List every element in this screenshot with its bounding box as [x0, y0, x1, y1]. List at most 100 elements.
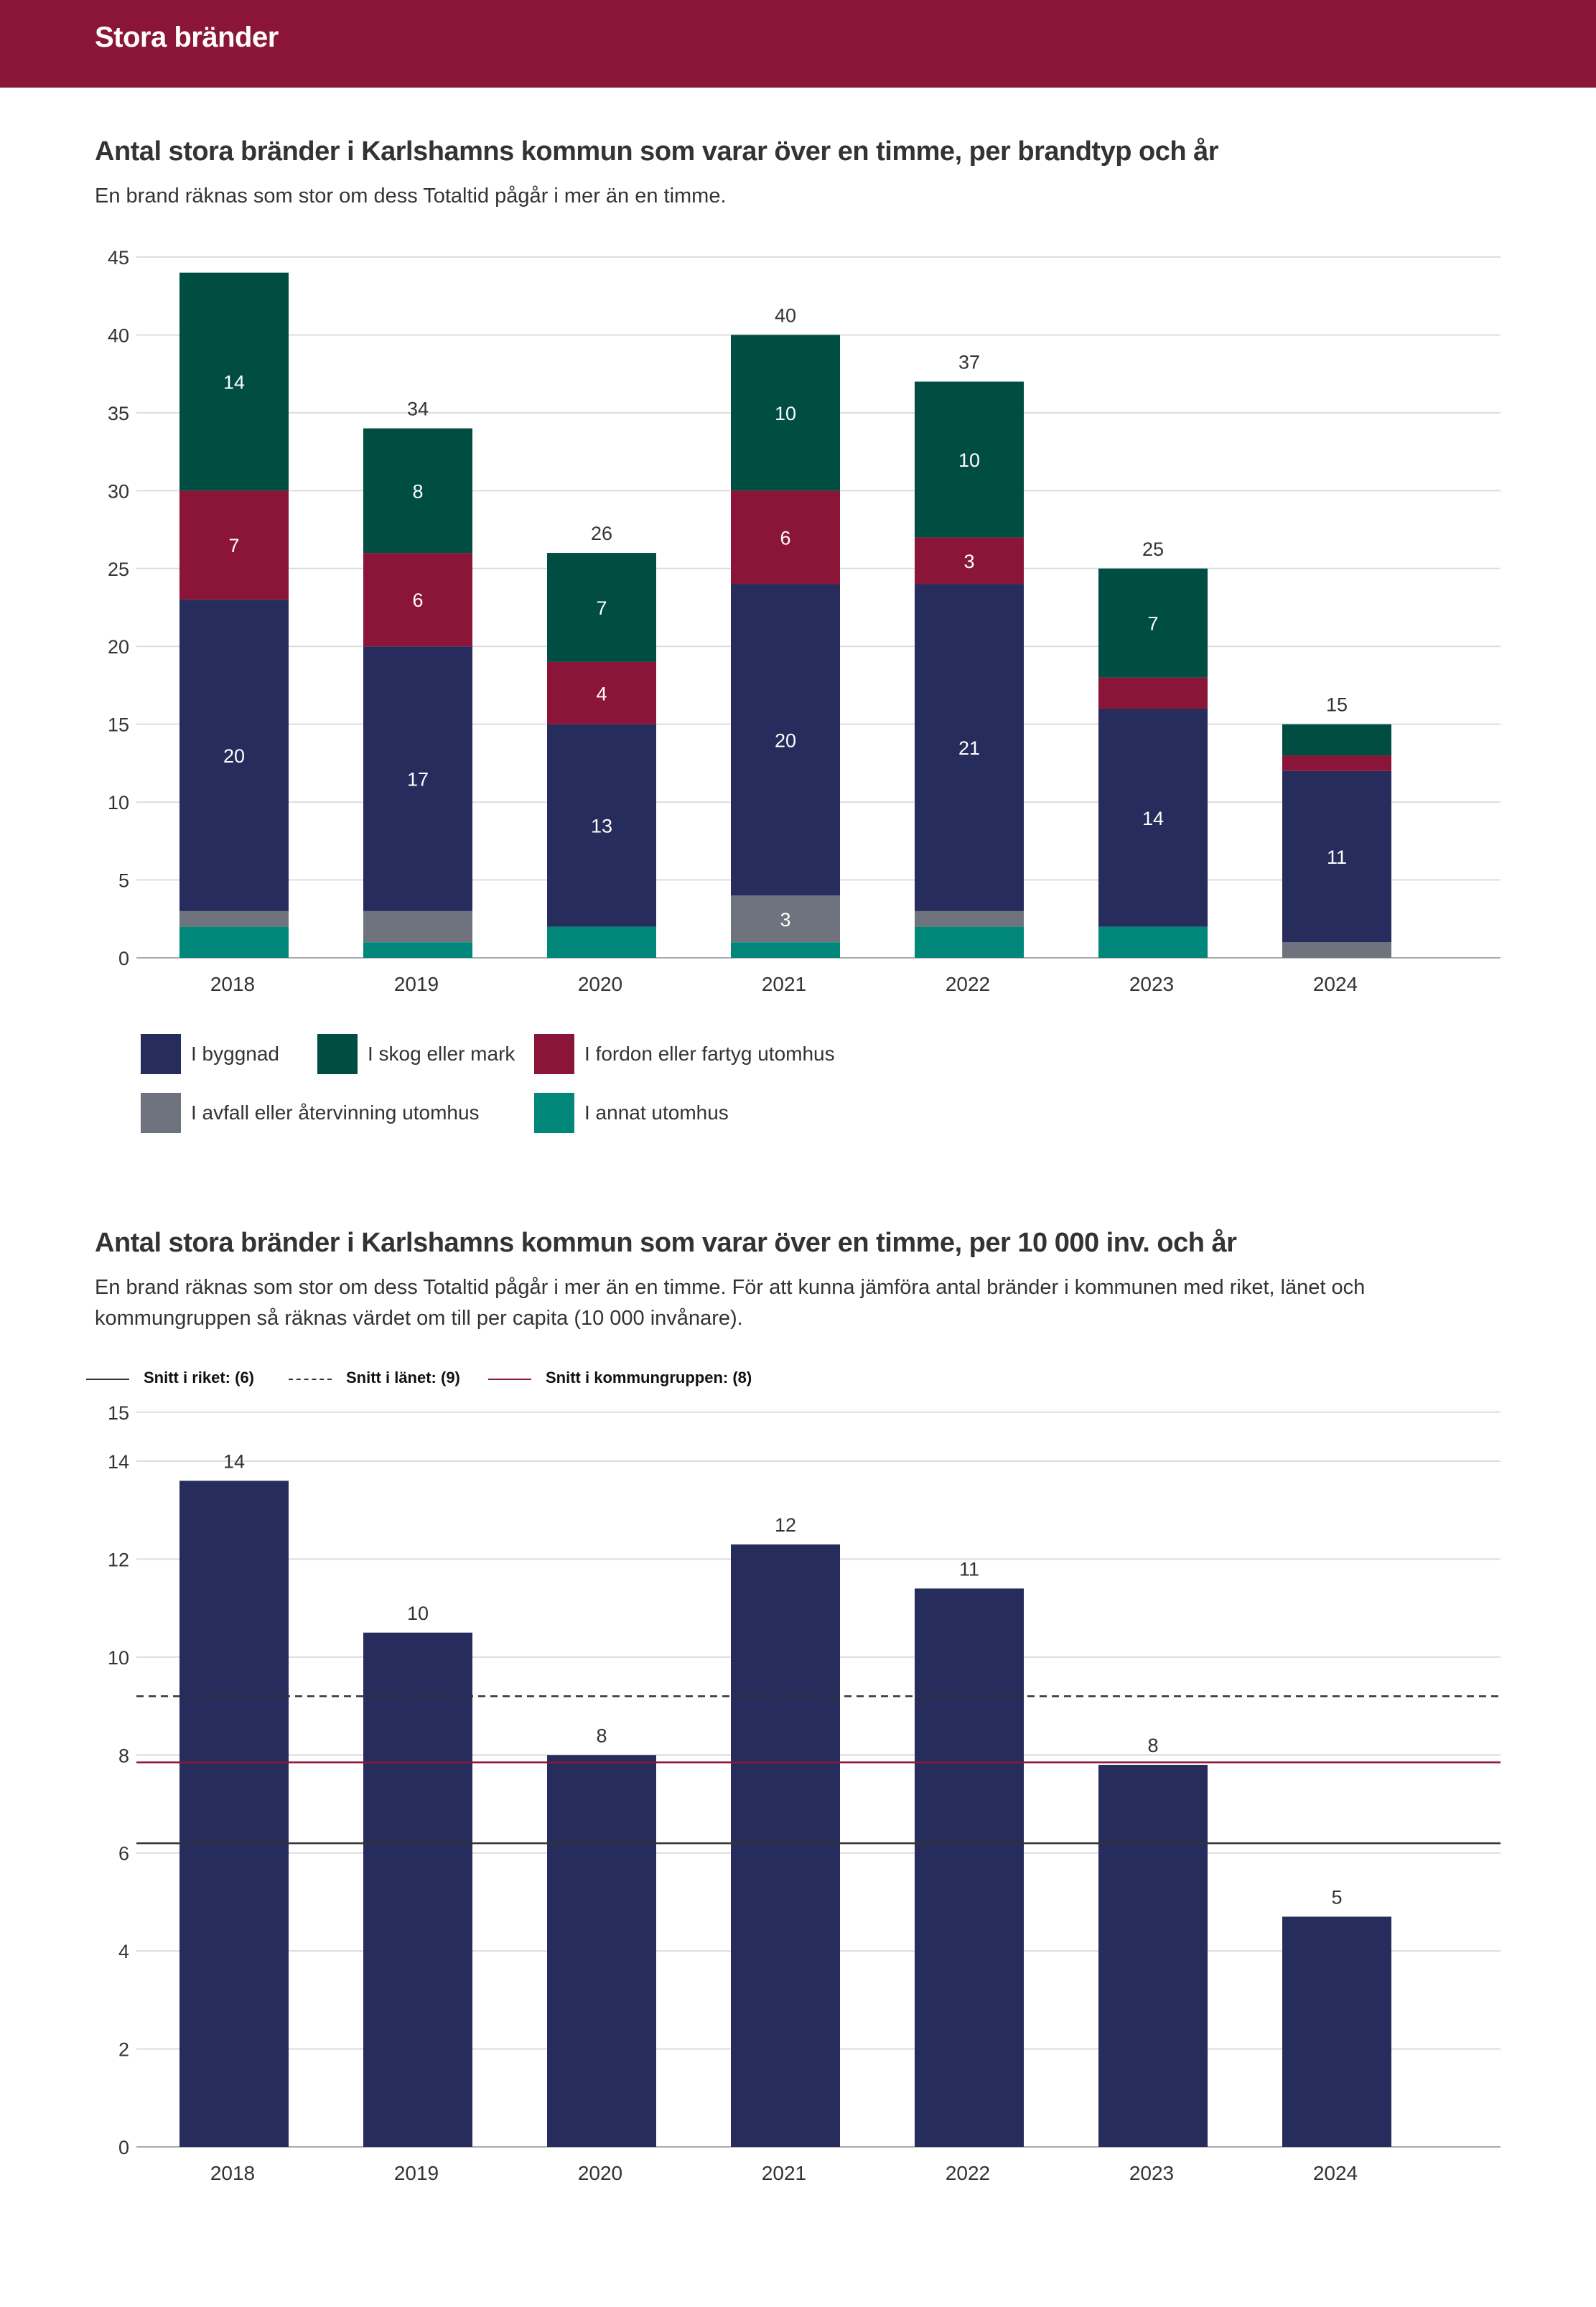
legend-swatch [317, 1034, 358, 1074]
y-tick-label: 15 [108, 714, 129, 736]
legend-label: I avfall eller återvinning utomhus [191, 1101, 480, 1124]
bar-segment-fordon [363, 553, 472, 647]
stacked-bar-chart: 0510152025303540452071420181768342019134… [108, 247, 1501, 995]
x-tick-label: 2019 [394, 2162, 439, 2184]
bar-segment-annat [1098, 926, 1208, 958]
legend-swatch [141, 1034, 181, 1074]
bar-segment-avfall [731, 895, 840, 943]
chart2-subtitle-line2: kommungruppen så räknas värdet om till p… [95, 1307, 743, 1330]
bar-value-label: 12 [775, 1514, 796, 1536]
bar [915, 1588, 1024, 2147]
segment-value-label: 4 [596, 683, 607, 704]
bar [179, 1481, 289, 2147]
bar-segment-byggnad [1098, 708, 1208, 927]
segment-value-label: 3 [963, 551, 974, 572]
y-tick-label: 5 [118, 870, 129, 892]
bar-value-label: 10 [407, 1603, 429, 1624]
x-tick-label: 2020 [578, 973, 622, 995]
y-tick-label: 15 [108, 1402, 129, 1424]
bar-segment-fordon [179, 490, 289, 600]
bar-segment-avfall [179, 910, 289, 927]
bar-total-label: 37 [958, 352, 980, 373]
bar-segment-avfall [1282, 942, 1391, 958]
segment-value-label: 10 [958, 449, 980, 471]
legend-swatch [141, 1093, 181, 1133]
bar-segment-skog [179, 272, 289, 491]
y-tick-label: 20 [108, 636, 129, 658]
segment-value-label: 21 [958, 737, 980, 759]
legend-label: Snitt i kommungruppen: (8) [546, 1369, 752, 1386]
bar [547, 1755, 656, 2147]
legend-swatch [534, 1034, 574, 1074]
y-tick-label: 40 [108, 325, 129, 346]
y-tick-label: 12 [108, 1549, 129, 1570]
y-tick-label: 30 [108, 480, 129, 502]
segment-value-label: 6 [780, 527, 790, 549]
bar-total-label: 40 [775, 304, 796, 326]
y-tick-label: 35 [108, 403, 129, 424]
x-tick-label: 2018 [210, 2162, 255, 2184]
bar-segment-fordon [1098, 677, 1208, 709]
segment-value-label: 14 [223, 372, 245, 393]
bar-segment-fordon [915, 537, 1024, 584]
bar-value-label: 11 [959, 1558, 979, 1580]
bar [1098, 1764, 1208, 2147]
x-tick-label: 2020 [578, 2162, 622, 2184]
segment-value-label: 8 [412, 480, 423, 502]
bar-segment-annat [915, 926, 1024, 958]
segment-value-label: 7 [1147, 613, 1158, 635]
y-tick-label: 8 [118, 1745, 129, 1766]
y-tick-label: 0 [118, 2137, 129, 2158]
segment-value-label: 7 [596, 597, 607, 619]
bar-segment-byggnad [363, 646, 472, 911]
bar [363, 1632, 472, 2147]
bar-segment-skog [1282, 724, 1391, 756]
page-header: Stora bränder [0, 0, 1596, 88]
legend-label: Snitt i riket: (6) [144, 1369, 255, 1386]
x-tick-label: 2021 [762, 2162, 806, 2184]
bar-segment-skog [547, 553, 656, 662]
bar-segment-fordon [731, 490, 840, 584]
x-tick-label: 2023 [1129, 973, 1174, 995]
segment-value-label: 20 [775, 730, 796, 751]
bar-value-label: 8 [596, 1725, 607, 1746]
segment-value-label: 14 [1142, 808, 1164, 829]
legend-label: I byggnad [191, 1043, 279, 1065]
bar-segment-fordon [1282, 755, 1391, 771]
y-tick-label: 0 [118, 948, 129, 969]
bar-segment-byggnad [731, 584, 840, 896]
bar-segment-skog [915, 381, 1024, 538]
chart1-subtitle: En brand räknas som stor om dess Totalti… [95, 185, 727, 208]
reference-line-legend: Snitt i riket: (6) Snitt i länet: (9) Snit… [86, 1366, 876, 1394]
y-tick-label: 4 [118, 1941, 129, 1962]
x-tick-label: 2019 [394, 973, 439, 995]
bar-segment-annat [363, 942, 472, 958]
y-tick-label: 10 [108, 792, 129, 814]
bar-total-label: 25 [1142, 539, 1164, 560]
y-tick-label: 2 [118, 2039, 129, 2061]
x-tick-label: 2022 [946, 973, 990, 995]
legend-line-sample [289, 1379, 332, 1380]
bar-value-label: 5 [1331, 1886, 1342, 1908]
y-tick-label: 45 [108, 247, 129, 269]
bar-segment-byggnad [179, 600, 289, 911]
bar-segment-byggnad [1282, 770, 1391, 943]
x-tick-label: 2024 [1313, 973, 1358, 995]
x-tick-label: 2018 [210, 973, 255, 995]
bar [731, 1544, 840, 2147]
chart2-subtitle-line1: En brand räknas som stor om dess Totalti… [95, 1276, 1366, 1299]
y-tick-label: 6 [118, 1843, 129, 1865]
segment-value-label: 3 [780, 909, 790, 931]
x-tick-label: 2021 [762, 973, 806, 995]
bar-segment-skog [731, 335, 840, 491]
bar-total-label: 34 [407, 399, 429, 420]
bar-segment-byggnad [547, 724, 656, 927]
segment-value-label: 11 [1327, 847, 1347, 868]
x-tick-label: 2023 [1129, 2162, 1174, 2184]
bar-segment-skog [1098, 568, 1208, 678]
chart1-title: Antal stora bränder i Karlshamns kommun … [95, 136, 1219, 167]
legend-label: I skog eller mark [368, 1043, 515, 1065]
bar-value-label: 8 [1147, 1735, 1158, 1756]
y-tick-label: 10 [108, 1647, 129, 1669]
